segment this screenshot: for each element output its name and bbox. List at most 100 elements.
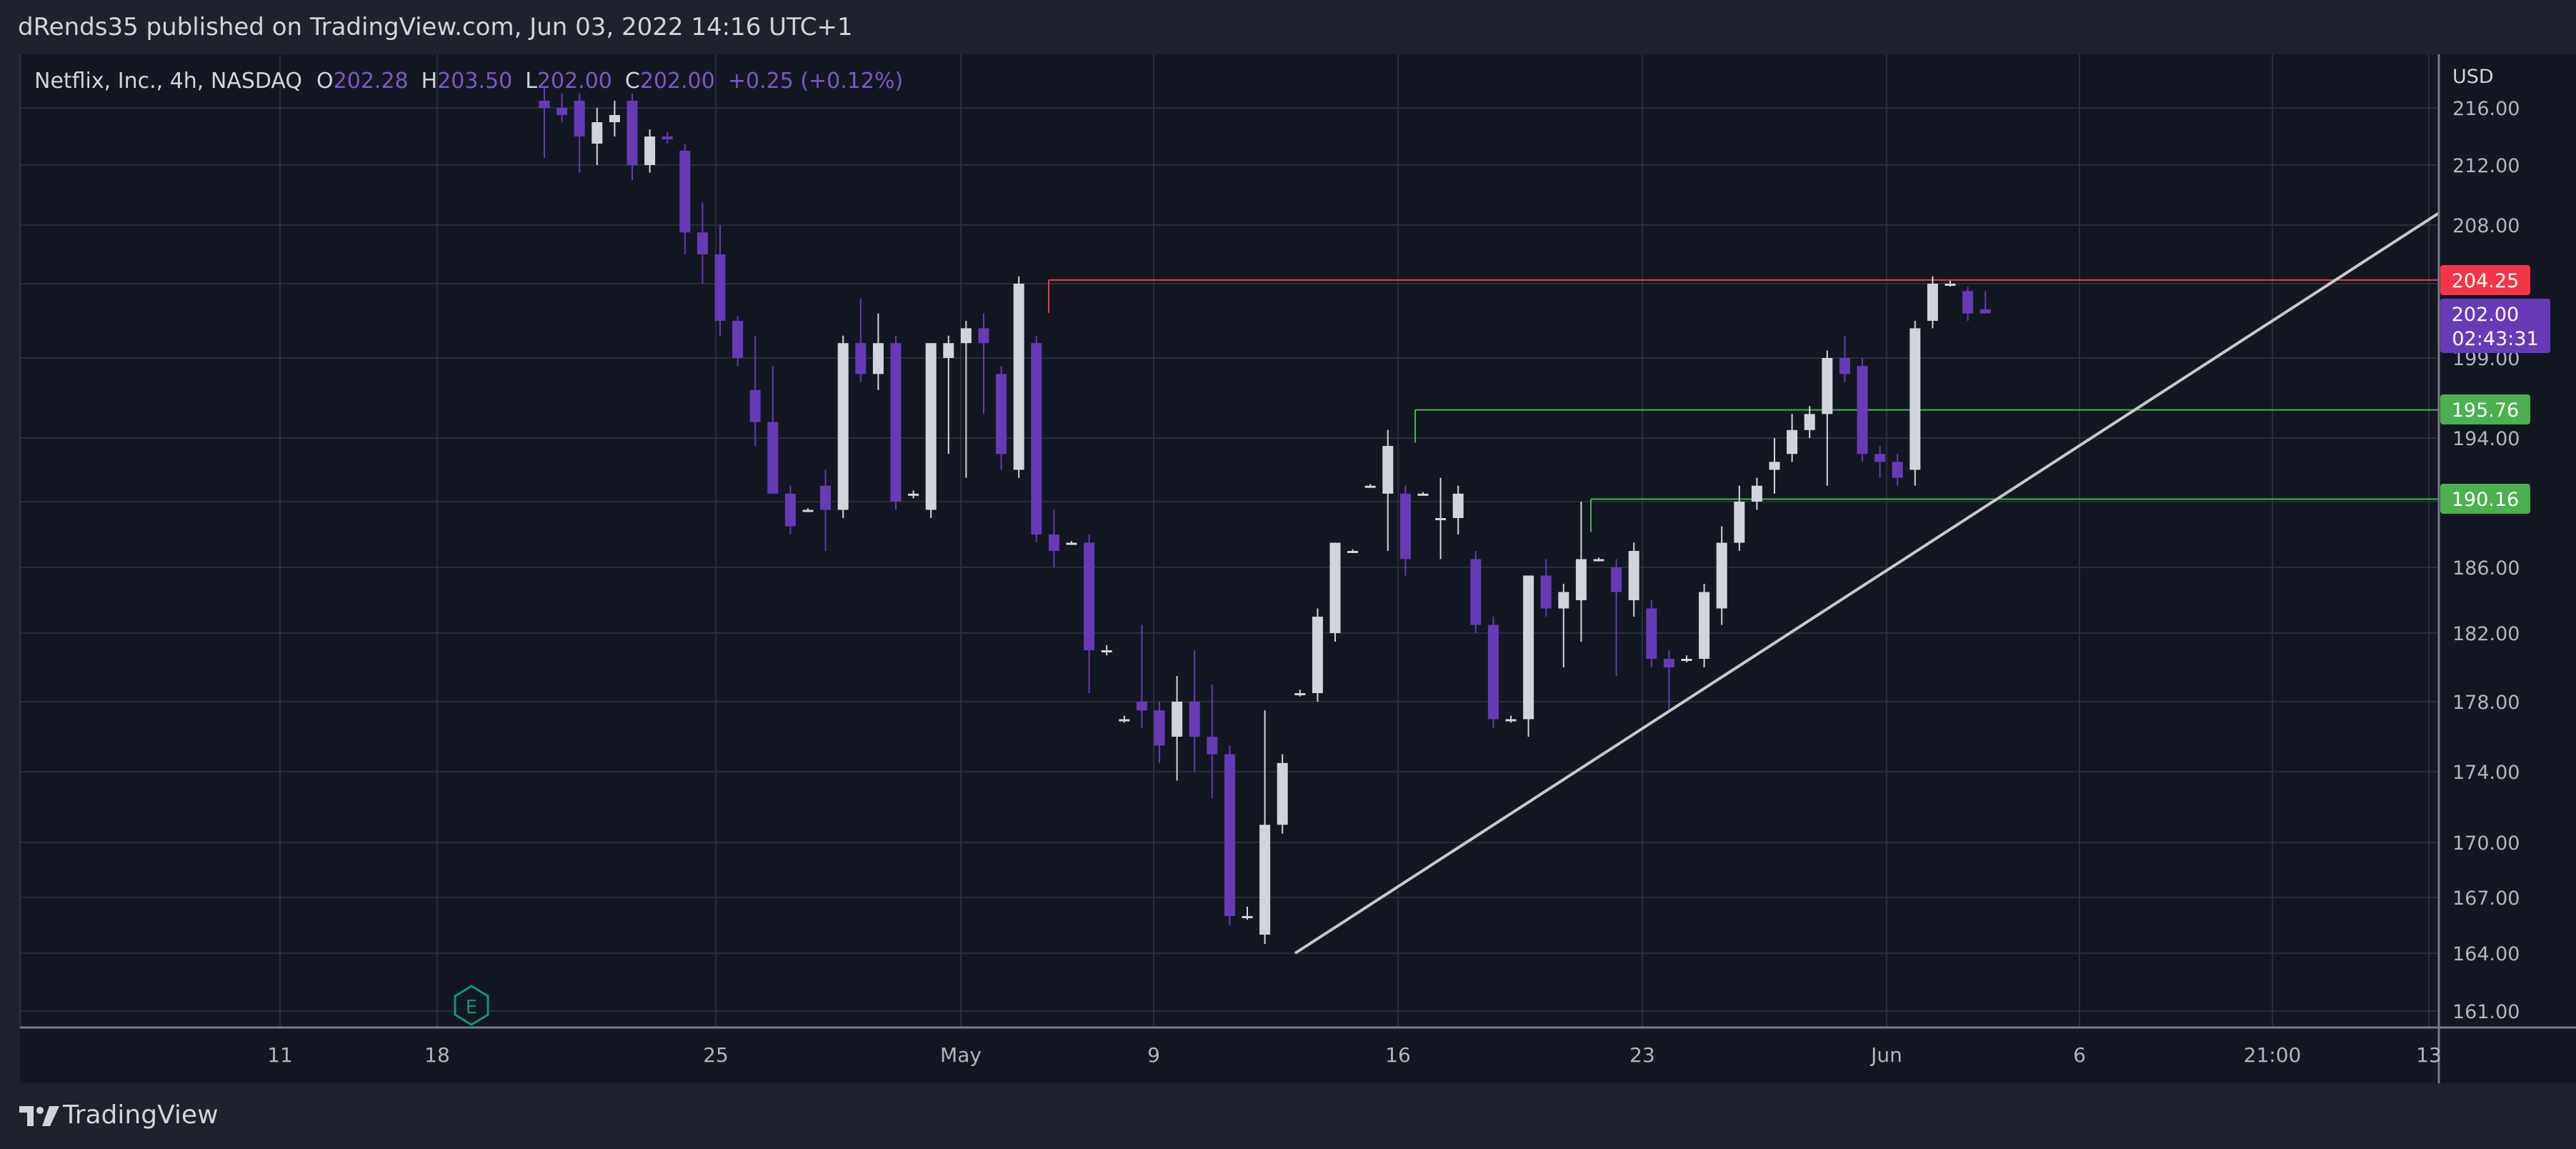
candle-body [1435,518,1447,520]
candle-body [1681,659,1692,661]
candle [1207,685,1218,799]
support-2-tag-bg [2440,484,2530,514]
legend-change: +0.25 (+0.12%) [728,69,903,94]
candle-body [1505,719,1517,722]
left-gutter [0,54,20,1083]
currency-label: USD [2452,66,2494,88]
y-tick-label: 170.00 [2452,832,2520,855]
tradingview-logo-icon [19,1106,59,1126]
candle [714,225,726,336]
x-axis-ticks: 11 18 25 May 9 16 23 Jun 6 21:00 13 [267,1043,2442,1067]
candle [1734,485,1745,551]
candle [1962,287,1974,321]
legend-symbol: Netflix, Inc., 4h, NASDAQ [34,69,302,94]
candle [1681,655,1692,662]
resistance-tag-value: 204.25 [2452,270,2519,292]
candle [1892,454,1903,486]
y-tick-label: 208.00 [2452,215,2520,237]
candle [1242,907,1253,920]
candle [767,366,779,494]
candle-body [1980,309,1991,314]
candle [1084,534,1095,693]
candle-body [1523,575,1534,720]
horizontal-levels [1048,279,2439,532]
x-tick-label: 21:00 [2244,1043,2302,1067]
candle [1487,617,1499,728]
y-tick-label: 194.00 [2452,428,2520,450]
candle-body [1048,534,1059,551]
candle-body [890,343,902,502]
candle-body [662,136,673,139]
candle-body [1646,608,1657,659]
candle [1839,335,1850,382]
candle-body [1224,754,1235,916]
candle-body [697,232,708,254]
candle [1312,608,1323,702]
candle-body [1822,358,1833,414]
candle-body [644,136,656,165]
x-tick-label: 11 [267,1043,293,1067]
candle-body [732,321,744,358]
candle-body [1312,617,1323,693]
candle-body [925,343,937,510]
candle-body [1751,485,1762,502]
symbol-legend[interactable]: Netflix, Inc., 4h, NASDAQ O202.28 H203.50 L… [34,69,903,94]
chart-svg[interactable]: 216.00212.00208.00204.00199.00194.00190.… [0,54,2576,1083]
x-tick-label: Jun [1869,1043,1902,1067]
support-1-tag-value: 195.76 [2452,399,2519,422]
candle [1417,492,1429,496]
legend-h-value: 203.50 [437,69,512,94]
candle-body [1259,825,1271,935]
candle [1119,715,1130,723]
resistance-tag-bg [2440,265,2530,295]
x-tick-label: 16 [1385,1043,1411,1067]
candle [1294,690,1306,697]
candle-body [609,115,620,122]
chart-background [0,54,2576,1083]
candle-body [1294,693,1306,695]
y-tick-label: 167.00 [2452,887,2520,910]
candle-body [591,122,603,144]
candle-body [1558,592,1569,609]
candle [1663,650,1674,711]
candle-body [1487,625,1499,720]
candle [539,86,550,158]
candle [749,335,761,447]
candle-body [574,101,585,136]
candle-body [1329,542,1341,633]
candle-body [1084,542,1095,650]
candle-body [802,509,814,512]
earnings-marker[interactable]: E [454,985,489,1026]
candle-body [1119,719,1130,722]
candle-body [1242,916,1253,918]
candle [1189,650,1200,772]
candle [626,94,638,180]
candle [609,101,620,136]
resistance-price-tag: 204.25 [2440,265,2530,295]
legend-o-label: O [316,69,334,94]
candle [732,316,744,367]
y-tick-label: 174.00 [2452,762,2520,784]
candle-body [855,343,867,374]
candle [1048,509,1059,567]
candle [1154,702,1165,763]
candle-body [908,493,919,496]
candle-body [837,343,849,510]
candle-body [556,108,568,115]
candle [1751,477,1762,510]
candle-body [1716,542,1727,609]
candle [1505,715,1517,723]
y-tick-label: 178.00 [2452,692,2520,714]
y-tick-label: 164.00 [2452,943,2520,965]
candle-body [539,101,550,108]
candle [1558,584,1569,667]
candle [1874,446,1886,478]
candle [1013,276,1024,478]
candle [1628,542,1639,617]
candle-body [1364,485,1376,488]
candle-body [996,374,1007,454]
price-chart[interactable]: 216.00212.00208.00204.00199.00194.00190.… [0,54,2576,1083]
current-tag-value: 202.00 [2452,304,2519,326]
candle [1699,584,1710,667]
candle-body [1452,493,1464,518]
